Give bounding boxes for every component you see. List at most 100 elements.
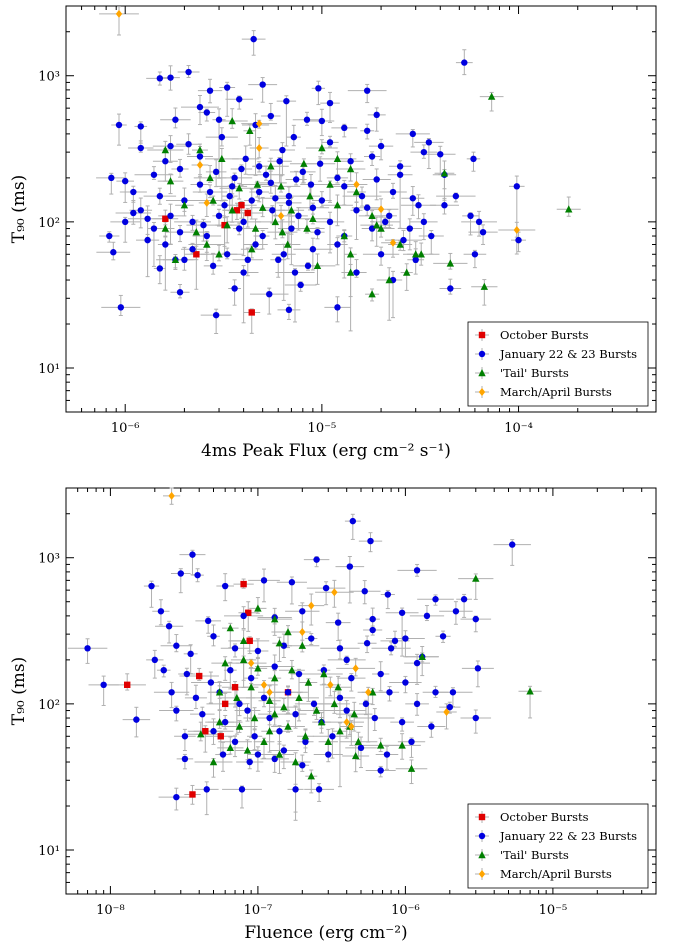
point-triangle xyxy=(312,706,321,714)
point-triangle xyxy=(278,228,287,236)
point-circle xyxy=(326,218,334,226)
point-triangle xyxy=(248,245,256,253)
point-triangle xyxy=(487,92,496,100)
point-circle xyxy=(144,236,151,244)
point-circle xyxy=(389,188,397,196)
point-circle xyxy=(400,236,407,244)
point-circle xyxy=(185,140,192,148)
point-triangle xyxy=(215,250,223,258)
point-circle xyxy=(358,192,366,200)
legend-marker xyxy=(478,369,486,377)
x-axis-label: Fluence (erg cm⁻²) xyxy=(244,923,407,943)
point-circle xyxy=(172,116,179,123)
point-circle xyxy=(371,714,378,722)
point-triangle xyxy=(228,206,236,214)
point-circle xyxy=(108,174,115,182)
point-triangle xyxy=(368,688,377,696)
point-circle xyxy=(284,689,292,696)
point-circle xyxy=(391,637,399,645)
error-bars xyxy=(96,6,581,334)
point-diamond xyxy=(255,119,263,128)
point-triangle xyxy=(284,628,292,636)
point-circle xyxy=(280,251,287,258)
point-circle xyxy=(361,588,368,595)
point-circle xyxy=(326,139,334,146)
point-circle xyxy=(150,171,158,178)
point-circle xyxy=(157,608,165,615)
point-triangle xyxy=(226,624,235,632)
point-circle xyxy=(472,615,479,623)
point-diamond xyxy=(343,718,350,727)
point-diamond xyxy=(353,180,360,189)
point-circle xyxy=(240,269,247,276)
point-circle xyxy=(167,142,174,150)
point-triangle xyxy=(350,710,358,718)
point-triangle xyxy=(318,144,326,152)
point-circle xyxy=(316,160,324,167)
point-circle xyxy=(207,679,215,686)
point-circle xyxy=(267,179,275,187)
point-triangle xyxy=(565,205,573,213)
point-square xyxy=(124,681,131,689)
point-diamond xyxy=(277,211,285,220)
legend-entry: October Bursts xyxy=(500,810,589,824)
point-triangle xyxy=(206,173,214,182)
point-circle xyxy=(474,665,482,672)
point-circle xyxy=(326,99,334,107)
point-triangle xyxy=(209,758,218,766)
point-circle xyxy=(248,197,255,204)
point-circle xyxy=(255,188,263,196)
point-circle xyxy=(295,670,303,678)
point-circle xyxy=(292,176,300,183)
point-circle xyxy=(297,281,304,289)
point-triangle xyxy=(271,710,279,718)
point-circle xyxy=(432,596,439,603)
point-circle xyxy=(437,151,444,158)
point-circle xyxy=(373,111,380,119)
point-circle xyxy=(254,647,262,655)
point-circle xyxy=(309,246,317,253)
point-triangle xyxy=(258,203,267,211)
point-circle xyxy=(215,116,223,123)
point-circle xyxy=(221,718,229,726)
point-circle xyxy=(402,635,409,642)
point-circle xyxy=(285,199,293,207)
point-circle xyxy=(223,84,231,91)
point-diamond xyxy=(203,198,211,207)
legend-marker xyxy=(478,388,486,396)
point-circle xyxy=(259,232,266,240)
point-circle xyxy=(151,656,159,664)
point-circle xyxy=(452,608,460,615)
point-triangle xyxy=(271,615,279,623)
point-triangle xyxy=(313,261,322,270)
point-circle xyxy=(349,517,357,525)
point-circle xyxy=(130,188,137,196)
point-circle xyxy=(240,218,247,226)
point-circle xyxy=(176,289,184,296)
point-triangle xyxy=(340,232,348,240)
point-circle xyxy=(137,123,144,130)
point-circle xyxy=(292,710,299,718)
point-triangle xyxy=(324,737,332,746)
point-triangle xyxy=(336,727,344,735)
point-circle xyxy=(377,251,385,258)
point-circle xyxy=(425,139,433,146)
point-circle xyxy=(206,87,214,94)
point-triangle xyxy=(239,636,248,645)
error-bars xyxy=(67,487,542,821)
point-triangle xyxy=(317,718,326,726)
point-circle xyxy=(308,635,315,642)
point-circle xyxy=(396,171,404,178)
axis-ticks: 10⁻⁶ 10⁻⁵ 10⁻⁴ 10¹ 10² 10³ xyxy=(38,5,657,436)
point-circle xyxy=(221,582,229,590)
legend-entry: January 22 & 23 Bursts xyxy=(499,829,637,843)
point-circle xyxy=(219,751,227,758)
point-circle xyxy=(346,563,354,570)
fluence-panel: 10⁻⁸ 10⁻⁷ 10⁻⁶ 10⁻⁵ 10¹ 10² 10³ Fluence (erg c… xyxy=(9,487,657,943)
legend-box xyxy=(467,321,649,407)
point-circle xyxy=(280,747,288,754)
point-triangle xyxy=(226,743,235,752)
point-circle xyxy=(229,183,236,190)
point-triangle xyxy=(309,214,317,222)
point-triangle xyxy=(271,217,280,226)
